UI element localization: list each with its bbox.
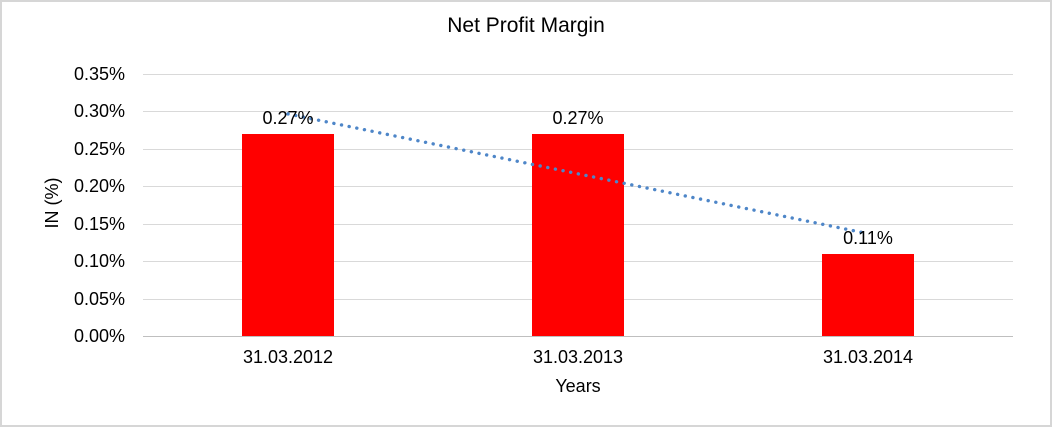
x-axis-line [143,336,1013,337]
y-tick-label: 0.30% [73,101,125,121]
bar-data-label: 0.11% [843,228,893,248]
x-tick-label: 31.03.2012 [242,347,334,367]
trendline-path [286,112,870,236]
y-tick-label: 0.10% [73,251,125,271]
y-tick-label: 0.15% [73,214,125,234]
bar [242,134,334,336]
bar-data-label: 0.27% [262,108,314,128]
x-axis-title: Years [555,376,601,396]
bar-data-label: 0.27% [552,108,604,128]
y-tick-label: 0.20% [73,176,125,196]
bar [822,254,914,336]
chart-title: Net Profit Margin [447,14,605,37]
gridline [143,111,1013,112]
y-tick-label: 0.35% [73,64,125,84]
x-tick-label: 31.03.2013 [532,347,624,367]
y-tick-label: 0.05% [73,289,125,309]
y-tick-label: 0.00% [73,326,125,346]
x-tick-label: 31.03.2014 [822,347,914,367]
gridline [143,74,1013,75]
y-tick-label: 0.25% [73,139,125,159]
